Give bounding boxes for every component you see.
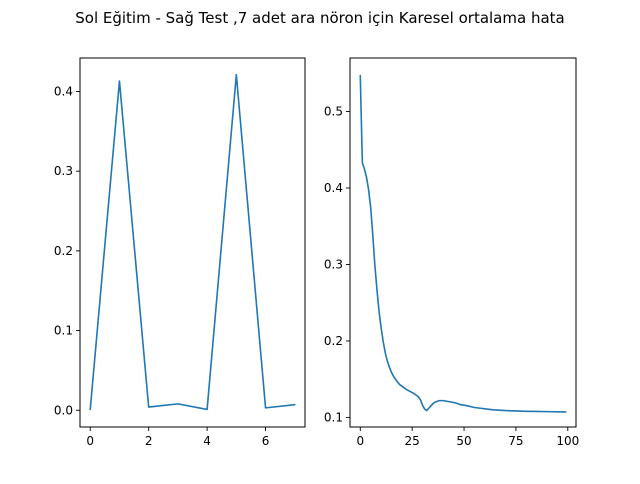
left-chart-y-tick-label: 0.4: [54, 84, 73, 98]
left-chart-x-tick-label: 0: [86, 434, 94, 448]
left-chart-y-tick-label: 0.0: [54, 403, 73, 417]
right-chart-y-tick-label: 0.3: [324, 257, 343, 271]
left-chart-x-tick-label: 6: [262, 434, 270, 448]
left-chart-y-tick-label: 0.1: [54, 324, 73, 338]
left-chart-frame: [79, 57, 306, 428]
right-chart-x-tick-label: 50: [456, 434, 471, 448]
left-chart-y-tick-label: 0.2: [54, 244, 73, 258]
left-chart-training: 0 2 4 6 0.0 0.1 0.2 0.3 0.4: [54, 57, 306, 448]
left-chart-series-line: [89, 73, 296, 411]
right-chart-series-line: [359, 74, 567, 413]
left-chart-series: [89, 73, 296, 411]
right-chart-y-tick-label: 0.5: [324, 105, 343, 119]
right-chart-y-axis: 0.1 0.2 0.3 0.4 0.5: [324, 105, 350, 424]
right-chart-x-tick-label: 0: [356, 434, 364, 448]
right-chart-test: 0 25 50 75 100 0.1 0.2 0.3 0.4 0.5: [324, 57, 579, 448]
right-chart-y-tick-label: 0.4: [324, 181, 343, 195]
right-chart-x-tick-label: 25: [405, 434, 420, 448]
right-chart-frame: [349, 57, 577, 428]
left-chart-x-tick-label: 2: [145, 434, 153, 448]
figure-title: Sol Eğitim - Sağ Test ,7 adet ara nöron …: [75, 9, 564, 27]
right-chart-x-tick-label: 100: [556, 434, 579, 448]
left-chart-y-axis: 0.0 0.1 0.2 0.3 0.4: [54, 84, 80, 417]
right-chart-y-tick-label: 0.2: [324, 334, 343, 348]
left-chart-y-tick-label: 0.3: [54, 164, 73, 178]
right-chart-y-tick-label: 0.1: [324, 410, 343, 424]
left-chart-x-tick-label: 4: [203, 434, 211, 448]
left-chart-x-axis: 0 2 4 6: [86, 427, 269, 448]
right-chart-x-tick-label: 75: [508, 434, 523, 448]
right-chart-x-axis: 0 25 50 75 100: [356, 427, 579, 448]
right-chart-series: [359, 74, 567, 413]
